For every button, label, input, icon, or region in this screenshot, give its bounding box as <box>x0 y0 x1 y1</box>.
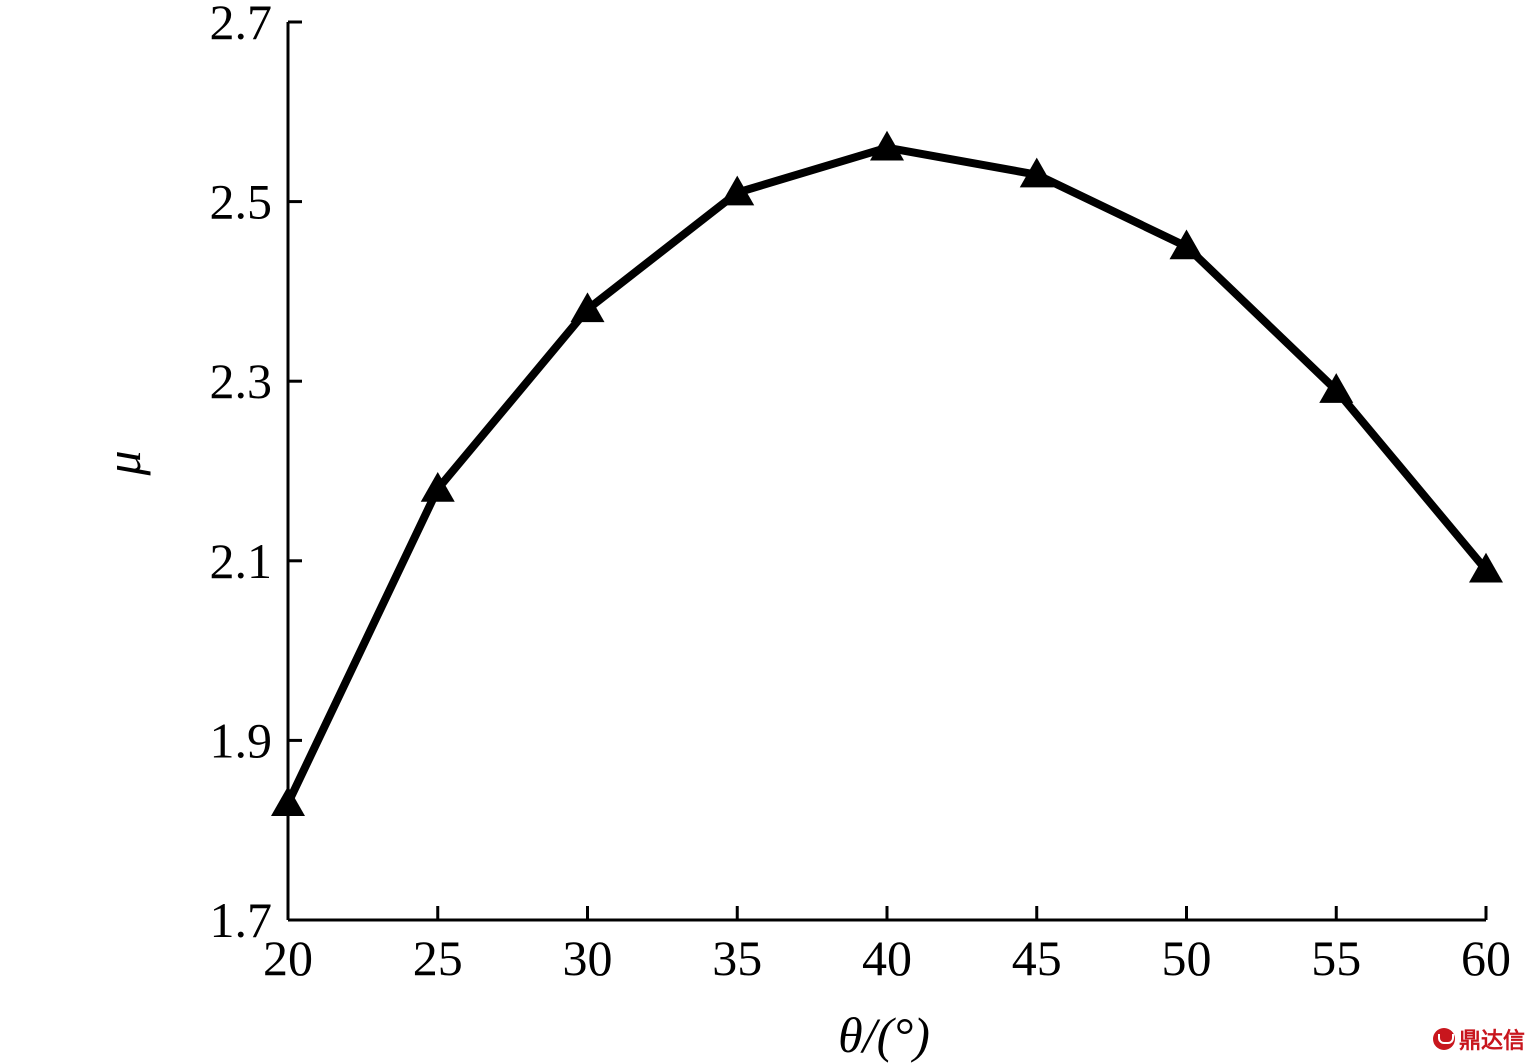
x-ticks: 20 25 30 35 40 45 50 55 60 <box>263 906 1511 986</box>
data-point-triangle <box>570 292 605 323</box>
series-line <box>284 143 1490 805</box>
x-axis-title: θ/(°) <box>838 1007 930 1063</box>
series-layer <box>271 130 1503 817</box>
y-tick-label: 2.1 <box>210 533 273 589</box>
data-point-triangle <box>1469 552 1503 583</box>
x-tick-label: 35 <box>712 930 762 986</box>
y-axis-title: μ <box>95 450 151 476</box>
x-tick-label: 20 <box>263 930 313 986</box>
watermark-text: 鼎达信 <box>1458 1029 1525 1054</box>
data-point-triangle <box>271 786 305 817</box>
data-point-triangle <box>1169 229 1204 260</box>
x-tick-label: 55 <box>1311 930 1361 986</box>
y-tick-label: 1.7 <box>210 892 273 948</box>
x-tick-label: 60 <box>1461 930 1511 986</box>
data-point-triangle <box>1319 373 1354 403</box>
watermark: 鼎达信 <box>1432 1023 1525 1055</box>
data-point-triangle <box>1019 157 1054 188</box>
y-tick-label: 2.5 <box>210 174 273 230</box>
data-point-triangle <box>720 175 755 206</box>
y-ticks: 1.7 1.9 2.1 2.3 2.5 2.7 <box>210 0 302 948</box>
x-tick-label: 50 <box>1162 930 1212 986</box>
y-tick-label: 2.3 <box>210 353 273 409</box>
y-tick-label: 2.7 <box>210 0 273 50</box>
x-tick-label: 40 <box>862 930 912 986</box>
data-point-triangle <box>420 471 455 502</box>
data-point-triangle <box>870 130 904 161</box>
x-tick-label: 25 <box>413 930 463 986</box>
dingdaxin-logo-icon <box>1432 1028 1455 1050</box>
x-tick-label: 30 <box>563 930 613 986</box>
x-tick-label: 45 <box>1012 930 1062 986</box>
y-tick-label: 1.9 <box>210 712 273 768</box>
